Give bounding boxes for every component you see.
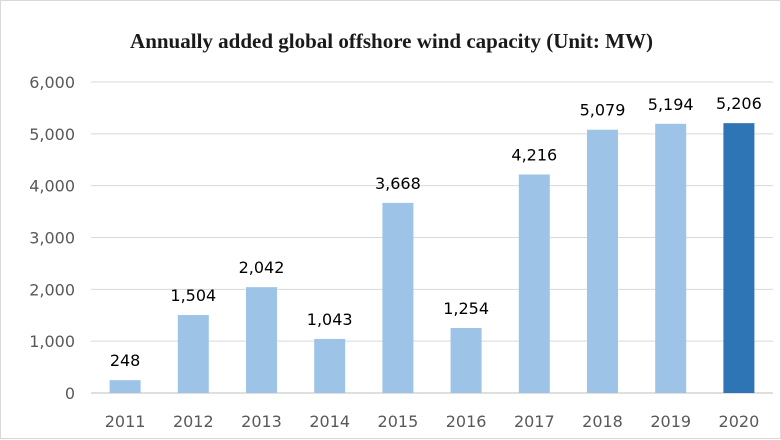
bar xyxy=(314,338,346,393)
y-tick-label: 0 xyxy=(65,384,75,403)
data-label: 248 xyxy=(110,351,141,370)
y-tick-label: 5,000 xyxy=(29,125,75,144)
bar xyxy=(723,123,755,393)
x-tick-label: 2016 xyxy=(446,412,487,431)
data-label: 4,216 xyxy=(511,145,557,164)
bar xyxy=(518,174,550,393)
x-tick-label: 2020 xyxy=(719,412,760,431)
x-tick-label: 2015 xyxy=(378,412,419,431)
bar xyxy=(382,202,414,393)
y-tick-label: 3,000 xyxy=(29,229,75,248)
y-tick-label: 4,000 xyxy=(29,177,75,196)
bar xyxy=(587,129,618,393)
data-label: 5,206 xyxy=(716,94,762,113)
x-tick-label: 2017 xyxy=(514,412,555,431)
data-label: 1,254 xyxy=(443,299,489,318)
data-label: 5,194 xyxy=(648,95,694,114)
bar xyxy=(177,315,209,393)
y-tick-label: 2,000 xyxy=(29,280,75,299)
data-label: 3,668 xyxy=(375,174,421,193)
data-label: 5,079 xyxy=(580,101,626,120)
x-tick-label: 2014 xyxy=(309,412,350,431)
bar xyxy=(450,328,482,393)
x-tick-label: 2018 xyxy=(582,412,623,431)
data-label: 2,042 xyxy=(239,258,285,277)
y-tick-label: 6,000 xyxy=(29,73,75,92)
x-tick-label: 2019 xyxy=(650,412,691,431)
y-tick-label: 1,000 xyxy=(29,332,75,351)
x-tick-label: 2011 xyxy=(105,412,146,431)
bar xyxy=(109,380,141,393)
bar xyxy=(655,123,687,394)
data-label: 1,504 xyxy=(170,286,216,305)
x-tick-label: 2012 xyxy=(173,412,214,431)
chart-title: Annually added global offshore wind capa… xyxy=(130,29,653,53)
bar xyxy=(246,287,277,393)
data-label: 1,043 xyxy=(307,310,353,329)
x-tick-label: 2013 xyxy=(241,412,282,431)
